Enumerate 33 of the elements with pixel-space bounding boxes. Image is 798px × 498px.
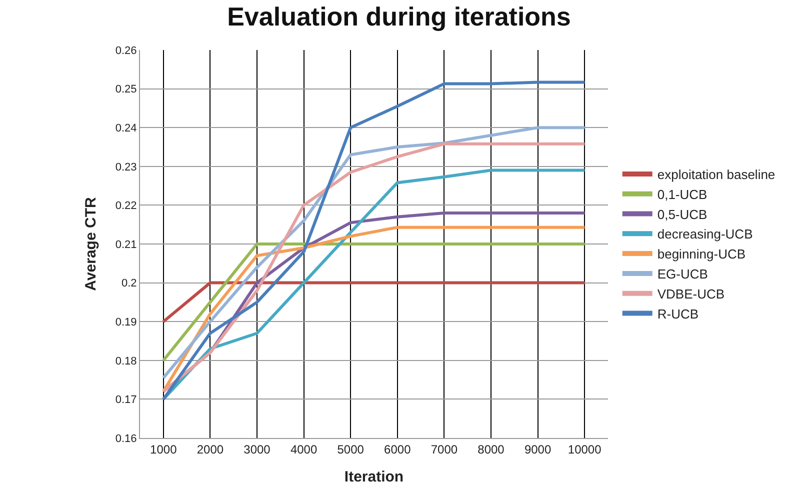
y-tick-label: 0.18 xyxy=(115,355,137,368)
chart-title: Evaluation during iterations xyxy=(227,2,571,32)
legend-label: exploitation baseline xyxy=(657,167,776,182)
y-axis-title: Average CTR xyxy=(82,197,100,291)
y-tick-label: 0.19 xyxy=(115,316,137,328)
x-tick-label: 3000 xyxy=(244,442,271,456)
legend-label: decreasing-UCB xyxy=(657,226,753,242)
legend-label: EG-UCB xyxy=(657,266,708,282)
x-tick-label: 1000 xyxy=(150,442,178,456)
y-tick-label: 0.23 xyxy=(115,161,137,174)
legend-label: R-UCB xyxy=(657,306,699,322)
y-tick-label: 0.17 xyxy=(115,394,137,406)
y-tick-label: 0.26 xyxy=(115,44,137,57)
x-tick-label: 7000 xyxy=(430,442,458,456)
x-axis-title: Iteration xyxy=(344,468,404,486)
legend-label: VDBE-UCB xyxy=(657,286,725,302)
legend-label: beginning-UCB xyxy=(657,246,746,262)
x-tick-label: 9000 xyxy=(524,442,552,456)
y-tick-label: 0.24 xyxy=(115,122,137,134)
x-tick-label: 4000 xyxy=(290,442,318,456)
y-tick-label: 0.22 xyxy=(115,200,137,212)
y-tick-label: 0.21 xyxy=(115,238,137,251)
y-tick-label: 0.16 xyxy=(115,432,137,445)
x-tick-label: 6000 xyxy=(384,442,412,456)
x-tick-label: 2000 xyxy=(196,442,224,456)
legend-label: 0,5-UCB xyxy=(657,206,708,222)
legend-label: 0,1-UCB xyxy=(657,186,708,202)
x-tick-label: 10000 xyxy=(568,442,602,456)
line-series xyxy=(162,80,586,401)
y-tick-label: 0.25 xyxy=(115,84,137,96)
y-tick-label: 0.2 xyxy=(122,278,137,290)
x-tick-label: 5000 xyxy=(337,442,364,456)
x-tick-label: 8000 xyxy=(478,442,505,456)
